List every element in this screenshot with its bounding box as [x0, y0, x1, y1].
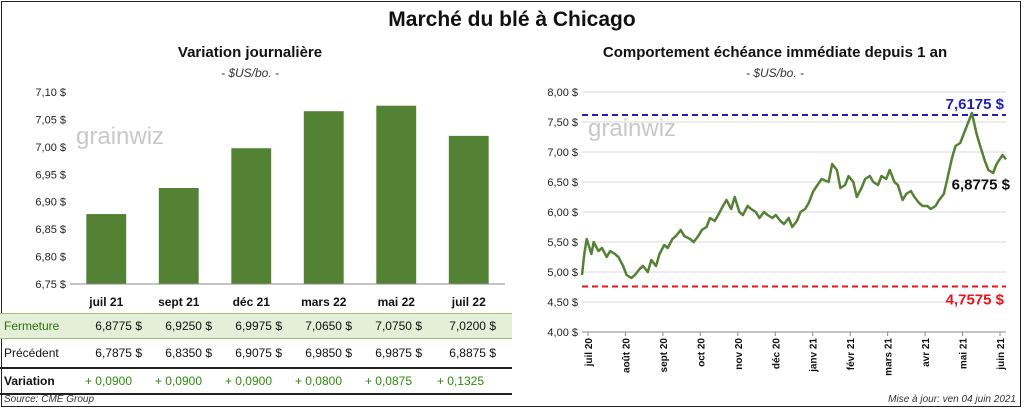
- max-label: 7,6175 $: [946, 96, 1005, 113]
- x-tick-label: nov 20: [734, 338, 745, 370]
- y-tick-label: 6,95 $: [35, 169, 66, 181]
- y-tick-label: 4,50 $: [547, 297, 578, 309]
- right-chart-unit: - $US/bo. -: [745, 66, 805, 80]
- source-note: Source: CME Group: [4, 394, 95, 405]
- table-row-precedent: Précédent 6,7875 $ 6,8350 $ 6,9075 $ 6,9…: [0, 341, 512, 365]
- x-tick-label: mars 21: [884, 338, 895, 376]
- row-label: Fermeture: [4, 319, 60, 333]
- x-tick-label: juil 22: [451, 295, 486, 309]
- left-chart-title: Variation journalière: [177, 44, 323, 61]
- table-cell: 6,9075 $: [235, 346, 282, 360]
- y-tick-label: 4,00 $: [547, 327, 578, 339]
- table-cell: 6,8350 $: [165, 346, 212, 360]
- table-cell: 7,0750 $: [375, 319, 422, 333]
- right-chart-title: Comportement échéance immédiate depuis 1…: [602, 44, 948, 61]
- table-cell: + 0,1325: [436, 374, 484, 388]
- line-chart: 4,00 $ 4,50 $ 5,00 $ 5,50 $ 6,00 $ 6,50 $ 7,00…: [547, 87, 1011, 376]
- table-cell: 6,9875 $: [375, 346, 422, 360]
- x-tick-label: mars 22: [301, 295, 347, 309]
- x-tick-label: janv 21: [809, 338, 820, 373]
- y-tick-label: 6,75 $: [35, 279, 66, 291]
- price-line: [580, 111, 1007, 280]
- table-cell: 7,0650 $: [305, 319, 352, 333]
- table-row-variation: Variation + 0,0900 + 0,0900 + 0,0900 + 0…: [0, 367, 512, 395]
- y-tick-label: 6,90 $: [35, 197, 66, 209]
- y-tick-label: 5,50 $: [547, 237, 578, 249]
- x-tick-label: sept 21: [158, 295, 200, 309]
- table-cell: + 0,0900: [84, 374, 132, 388]
- y-tick-label: 6,85 $: [35, 224, 66, 236]
- y-tick-label: 7,05 $: [35, 114, 66, 126]
- watermark-logo: grainwiz: [588, 115, 676, 142]
- bar: [158, 188, 199, 284]
- x-tick-label: août 20: [621, 338, 632, 373]
- x-tick-label: sept 20: [659, 338, 670, 373]
- table-row-fermeture: Fermeture 6,8775 $ 6,9250 $ 6,9975 $ 7,0…: [0, 313, 512, 339]
- x-tick-label: juin 21: [996, 338, 1007, 371]
- table-cell: + 0,0875: [364, 374, 412, 388]
- table-cell: + 0,0800: [294, 374, 342, 388]
- bar-chart: grainwiz 6,75 $ 6,80 $ 6,85 $ 6,90 $ 6,95 $ 7,…: [35, 87, 505, 309]
- update-note: Mise à jour: ven 04 juin 2021: [888, 394, 1016, 405]
- x-tick-label: févr 21: [846, 338, 857, 371]
- y-tick-label: 6,00 $: [547, 207, 578, 219]
- y-tick-label: 6,50 $: [547, 177, 578, 189]
- table-cell: 6,8775 $: [95, 319, 142, 333]
- table-cell: + 0,0900: [224, 374, 272, 388]
- x-tick-label: déc 21: [233, 295, 271, 309]
- table-cell: + 0,0900: [154, 374, 202, 388]
- watermark-logo: grainwiz: [76, 123, 164, 150]
- x-tick-label: oct 20: [696, 338, 707, 367]
- y-tick-label: 7,50 $: [547, 117, 578, 129]
- table-cell: 7,0200 $: [449, 319, 496, 333]
- x-tick-label: mai 22: [378, 295, 416, 309]
- bar: [303, 111, 344, 284]
- table-cell: 6,9850 $: [305, 346, 352, 360]
- y-tick-label: 5,00 $: [547, 267, 578, 279]
- min-label: 4,7575 $: [946, 292, 1005, 309]
- y-tick-label: 7,00 $: [35, 142, 66, 154]
- y-tick-label: 8,00 $: [547, 87, 578, 99]
- x-tick-label: juil 20: [584, 338, 595, 368]
- bar: [448, 135, 489, 284]
- bar: [231, 148, 272, 284]
- last-price-label: 6,8775 $: [952, 176, 1011, 193]
- y-tick-label: 7,00 $: [547, 147, 578, 159]
- row-label: Précédent: [4, 346, 59, 360]
- x-tick-label: mai 21: [959, 338, 970, 370]
- left-chart-unit: - $US/bo. -: [220, 66, 280, 80]
- x-tick-label: avr 21: [921, 338, 932, 367]
- y-tick-label: 7,10 $: [35, 87, 66, 99]
- x-tick-label: déc 20: [771, 338, 782, 370]
- row-label: Variation: [4, 374, 55, 388]
- table-cell: 6,8875 $: [449, 346, 496, 360]
- table-cell: 6,9975 $: [235, 319, 282, 333]
- table-cell: 6,9250 $: [165, 319, 212, 333]
- table-cell: 6,7875 $: [95, 346, 142, 360]
- x-tick-label: juil 21: [88, 295, 123, 309]
- bar: [376, 105, 417, 284]
- main-title: Marché du blé à Chicago: [388, 8, 636, 31]
- bar: [86, 214, 127, 284]
- y-tick-label: 6,80 $: [35, 252, 66, 264]
